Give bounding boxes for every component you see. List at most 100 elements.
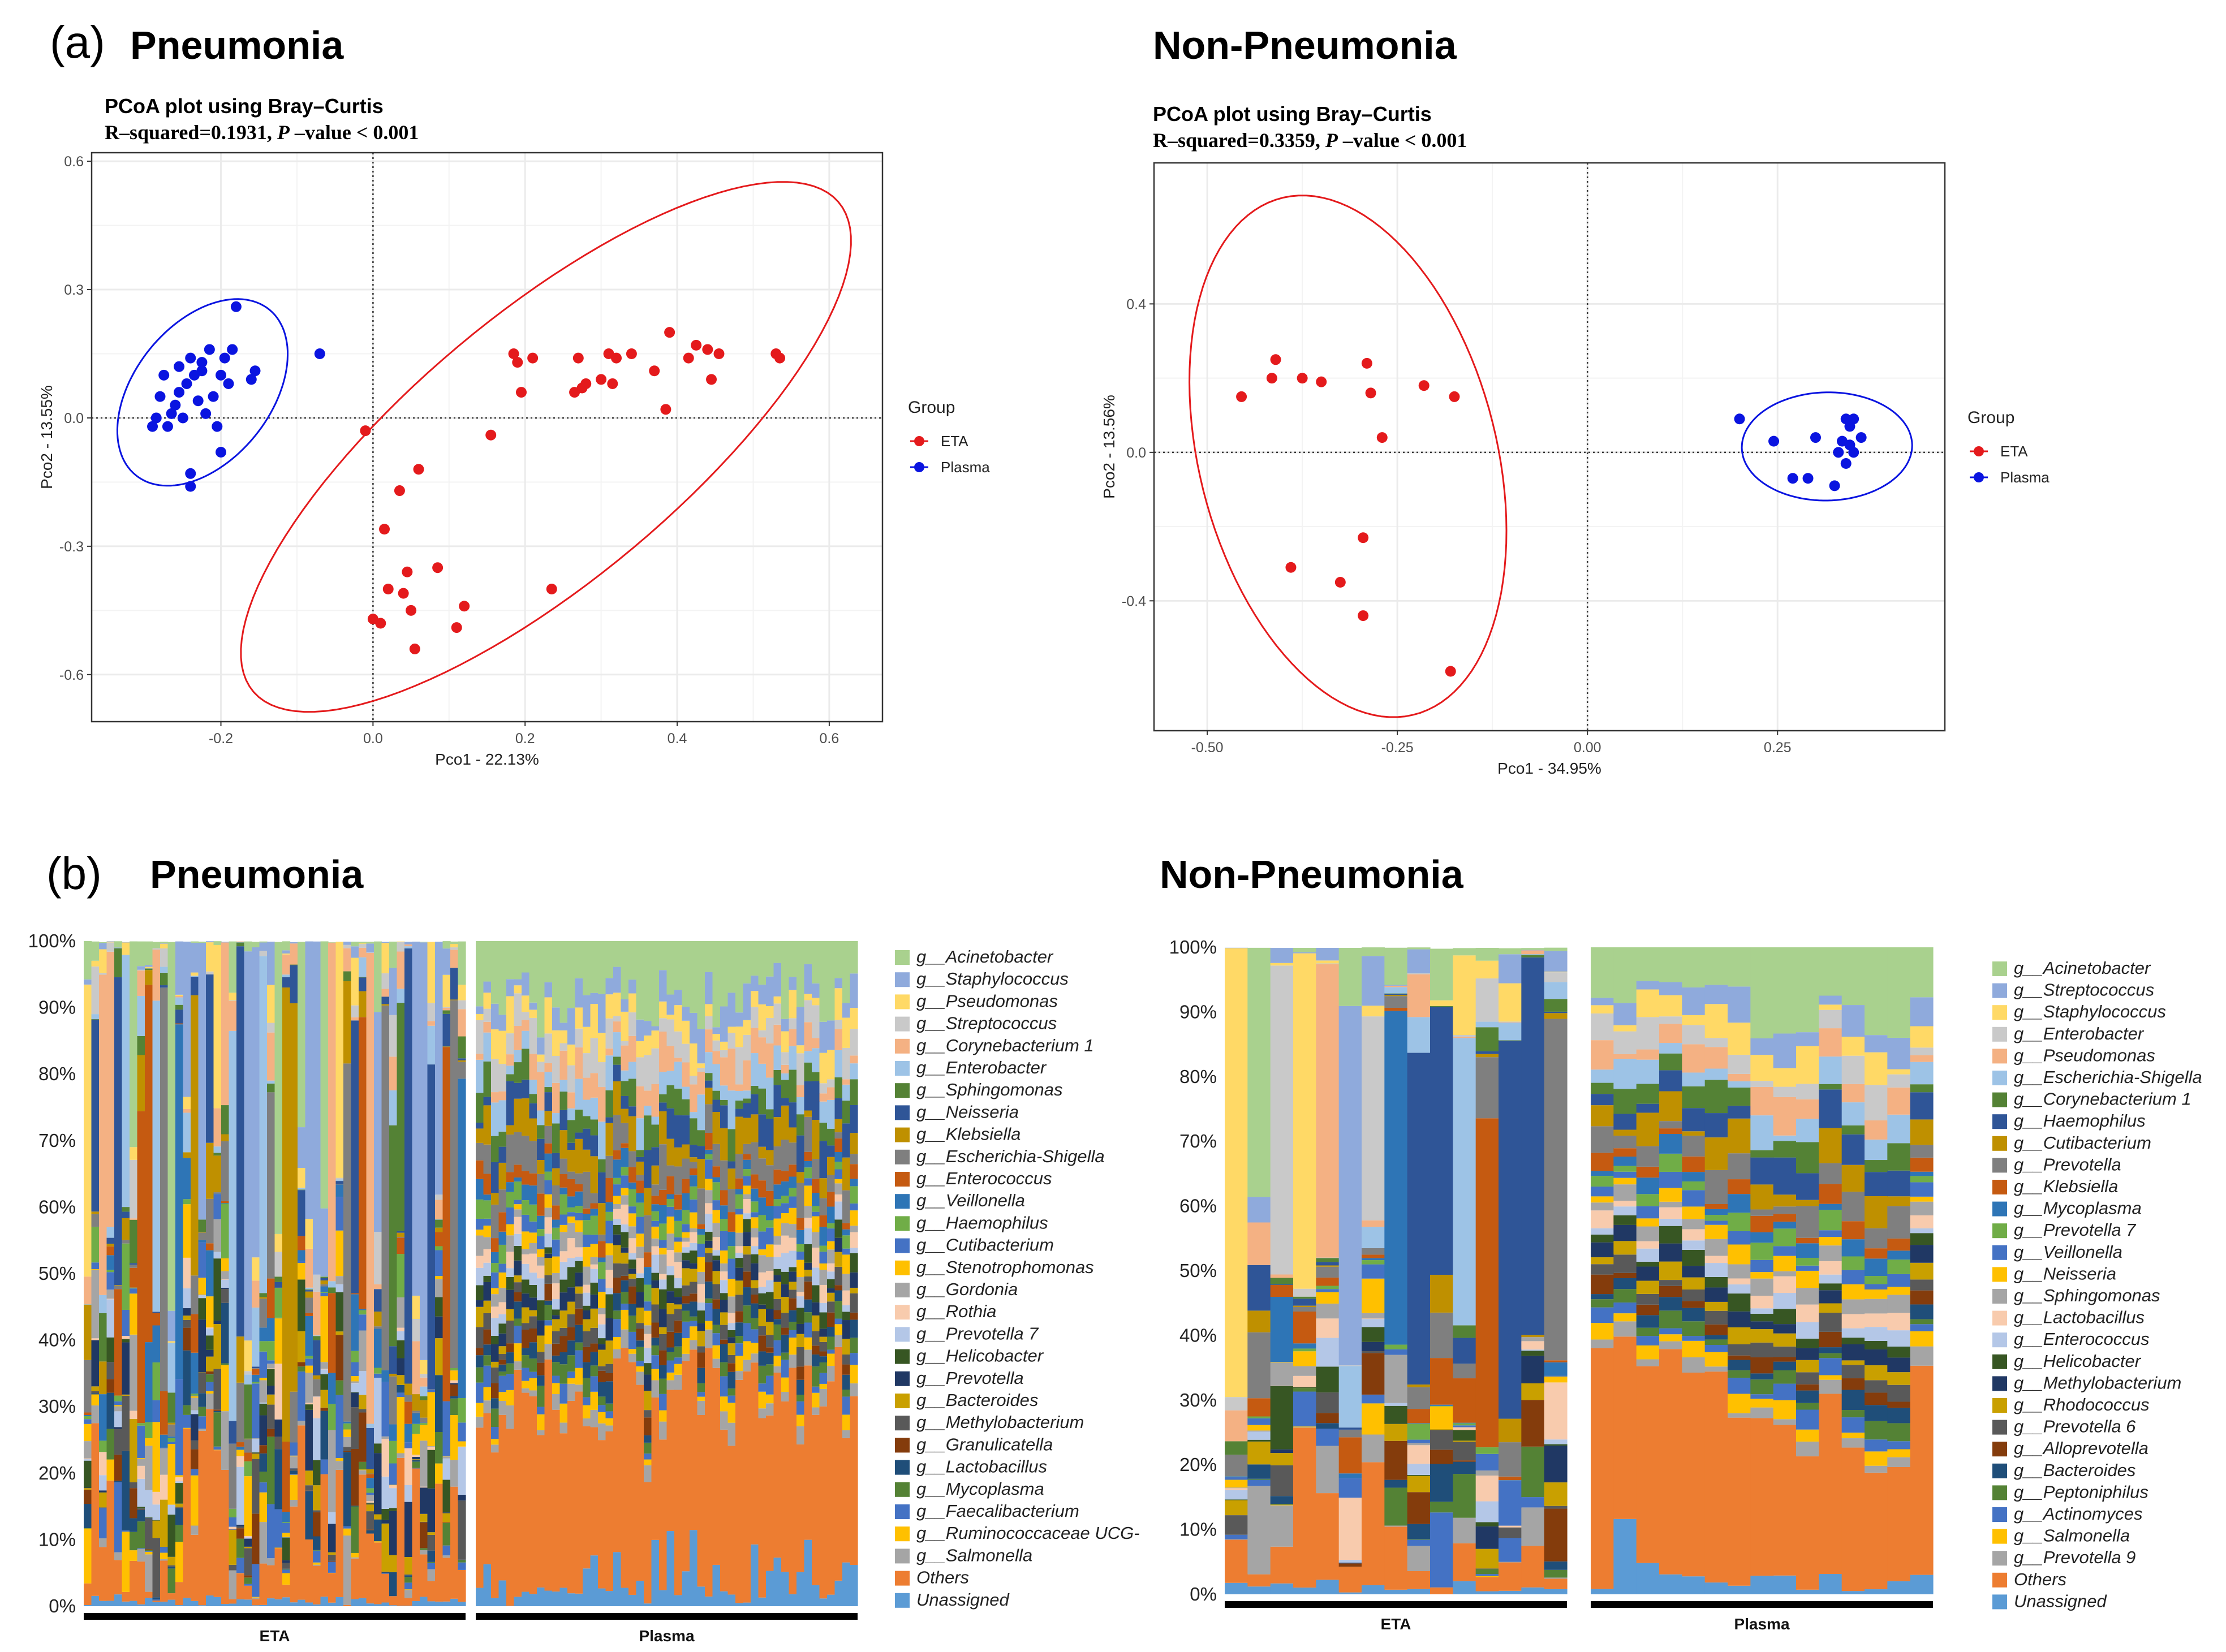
bars-left-bar-segment [705,1154,713,1160]
bars-left-bar-segment [412,1394,420,1411]
bars-left-bar-segment [145,967,153,968]
bars-left-bar-segment [389,1346,398,1374]
bars-left-bar-segment [781,1213,790,1223]
bars-left-bar-segment [804,941,812,964]
bars-left-bar-segment [705,1190,713,1204]
bars-left-bar-segment [450,1370,459,1381]
panel-b-right-title: Non-Pneumonia [1160,852,1464,896]
pcoa-left-point-eta [664,327,675,338]
bars-left-bar-segment [628,980,637,994]
bars-left-bar-segment [544,1063,553,1072]
bars-left-bar-segment [773,1366,782,1373]
bars-right-bar-segment [1819,1375,1842,1380]
bars-right-bar-segment [1773,1425,1797,1576]
bars-right-bar-segment [1704,1256,1728,1263]
pcoa-left-point-plasma [249,365,261,377]
bars-right-bar-segment [1704,1113,1728,1138]
bars-right-bar-segment [1499,1590,1522,1594]
bars-left-bar-segment [404,944,413,947]
bars-left-bar-segment [290,1442,298,1456]
bars-left-bar-segment [812,1193,820,1206]
bars-right-bar-segment [1865,1349,1888,1366]
bars-left-bar-segment [343,1437,352,1447]
bars-left-bar-segment [690,1263,698,1269]
bars-left-bar-segment [328,1293,337,1373]
bars-right-bar-segment [1682,1044,1706,1073]
bars-right-bar-segment [1841,1360,1865,1365]
bars-right-bar-segment [1316,1292,1340,1304]
bars-left-bar-segment [781,1064,790,1073]
bars-left-bar-segment [636,1202,644,1217]
bars-left-bar-segment [313,1550,321,1551]
bars-left-bar-segment [435,1227,444,1232]
bars-left-bar-segment [727,1258,736,1279]
bars-left-bar-segment [850,1203,858,1211]
bars-left-bar-segment [590,1135,599,1157]
bars-left-bar-segment [320,1292,329,1293]
bars-left-bar-segment [412,1411,420,1413]
bars-left-bar-segment [636,1175,644,1181]
bars-left-bar-segment [827,1079,836,1088]
bars-right-bar-segment [1704,1310,1728,1325]
bars-left-bar-segment [404,946,413,948]
bars-left-bar-segment [491,1408,500,1427]
bars-left-bar-segment [506,1276,515,1290]
bars-right-bar-segment [1887,1441,1911,1450]
bars-left-bar-segment [804,1365,812,1540]
bars-right-bar-segment [1384,1011,1408,1345]
bars-left-bar-segment [850,1063,858,1080]
bars-left-bar-segment [274,1276,283,1282]
bars-left-bar-segment [712,1177,721,1183]
bars-left-bar-segment [796,1366,805,1380]
bars-left-bar-segment [758,1304,767,1309]
bars-right-bar-segment [1475,1574,1499,1576]
bars-left-bar-segment [613,1021,622,1033]
bars-right-bar-segment [1499,1442,1522,1477]
bars-left-bar-segment [198,1416,206,1429]
bars-right-bar-segment [1636,1336,1660,1345]
bars-right-bar-segment [1910,1215,1934,1228]
bars-left-bar-segment [236,1526,245,1529]
bars-right-bar-segment [1407,1474,1431,1476]
bars-left-bar-segment [712,1144,721,1167]
bars-left-bar-segment [91,1014,100,1019]
bars-left-bar-segment [114,1286,123,1289]
bars-left-bar-segment [252,1605,260,1606]
bars-left-bar-segment [644,1435,652,1443]
bars-left-bar-segment [827,1327,836,1337]
bars-left-bar-segment [122,1339,130,1343]
bars-left-bar-segment [221,1289,230,1303]
bars-left-bar-segment [320,1374,329,1390]
bars-left-bar-segment [359,1309,367,1310]
bars-left-bar-segment [343,971,352,981]
bars-left-bar-segment [727,1279,736,1297]
bars-right-bar-segment [1887,1466,1911,1581]
bars-right-bar-segment [1796,1360,1819,1373]
bars-left-bar-segment [697,1257,705,1272]
bars-left-legend-swatch [895,1371,910,1386]
bars-left-bar-segment [644,1150,652,1188]
bars-left-bar-segment [621,1167,629,1176]
bars-left-bar-segment [743,1103,751,1118]
bars-left-bar-segment [320,1597,329,1606]
bars-left-bar-segment [598,1412,606,1424]
bars-left-bar-segment [789,1018,797,1029]
bars-right-legend-label: g__Helicobacter [2014,1351,2142,1371]
bars-right-bar-segment [1475,1476,1499,1502]
bars-left-bar-segment [583,1116,591,1129]
bars-left-bar-segment [320,1284,329,1287]
bars-left-bar-segment [605,941,614,978]
bars-left-bar-segment [522,1184,530,1201]
bars-left-bar-segment [727,1323,736,1330]
bars-right-bar-segment [1910,1084,1934,1093]
bars-right-bar-segment [1430,948,1453,1000]
bars-left-bar-segment [559,1080,568,1092]
bars-right-bar-segment [1591,1105,1614,1127]
bars-left-bar-segment [789,1322,797,1330]
pcoa-left-point-eta [527,352,539,364]
pcoa-right-point-plasma [1810,432,1821,443]
bars-right-bar-segment [1636,1103,1660,1113]
bars-right-bar-segment [1316,1338,1340,1367]
bars-left-bar-segment [796,1426,805,1444]
